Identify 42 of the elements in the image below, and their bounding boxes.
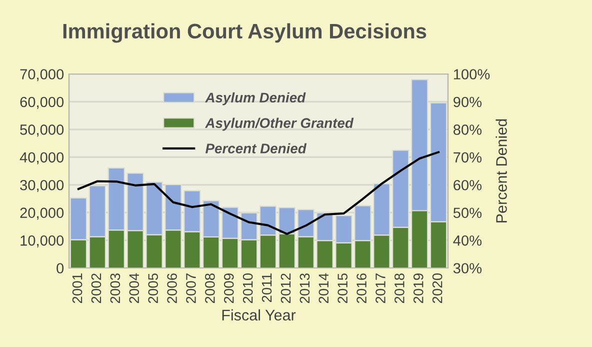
x-tick-label: 2014 bbox=[318, 273, 329, 304]
y-tick-label: 30,000 bbox=[20, 180, 64, 192]
x-tick-label: 2004 bbox=[129, 273, 140, 304]
x-tick-label: 2017 bbox=[376, 274, 386, 304]
x-tick-label: 2019 bbox=[413, 274, 424, 304]
x-tick-label: 2016 bbox=[356, 273, 366, 304]
x-tick-label: 2005 bbox=[148, 273, 158, 304]
x-tick-label: 2018 bbox=[394, 273, 404, 304]
y2-axis-title: Percent Denied bbox=[496, 119, 507, 222]
y2-tick-label: 30% bbox=[453, 263, 482, 274]
x-tick-label: 2007 bbox=[186, 274, 196, 304]
y2-tick-label: 100% bbox=[454, 69, 490, 80]
x-tick-label: 2013 bbox=[300, 273, 310, 304]
x-tick-label: 2003 bbox=[110, 273, 120, 304]
x-tick-label: 2020 bbox=[432, 273, 442, 304]
x-tick-label: 2001 bbox=[72, 274, 82, 304]
y2-tick-label: 60% bbox=[454, 180, 482, 190]
y-tick-label: 40,000 bbox=[20, 152, 64, 164]
legend-label: Percent Denied bbox=[205, 143, 307, 154]
y-tick-label: 50,000 bbox=[20, 124, 64, 137]
y2-tick-label: 40% bbox=[453, 235, 482, 246]
y-tick-label: 10,000 bbox=[20, 235, 64, 248]
y2-tick-label: 80% bbox=[453, 124, 482, 135]
y-tick-label: 0 bbox=[56, 263, 64, 274]
x-tick-label: 2015 bbox=[338, 273, 348, 304]
y2-tick-label: 90% bbox=[454, 96, 482, 108]
y2-tick-label: 70% bbox=[454, 152, 482, 163]
x-axis-title: Fiscal Year bbox=[222, 309, 296, 321]
chart-title: Immigration Court Asylum Decisions bbox=[63, 23, 426, 43]
x-tick-label: 2010 bbox=[242, 273, 253, 304]
x-tick-label: 2012 bbox=[280, 274, 291, 304]
x-tick-label: 2006 bbox=[167, 273, 177, 304]
x-tick-label: 2011 bbox=[262, 274, 272, 302]
x-tick-label: 2009 bbox=[224, 274, 234, 304]
legend-label: Asylum/Other Granted bbox=[204, 118, 354, 131]
y2-tick-label: 50% bbox=[453, 208, 482, 218]
y-tick-label: 70,000 bbox=[20, 69, 64, 82]
x-tick-label: 2008 bbox=[205, 273, 215, 304]
y-tick-label: 60,000 bbox=[20, 96, 64, 109]
legend-label: Asylum Denied bbox=[204, 92, 306, 106]
x-tick-label: 2002 bbox=[91, 274, 102, 304]
y-tick-label: 20,000 bbox=[20, 208, 64, 220]
